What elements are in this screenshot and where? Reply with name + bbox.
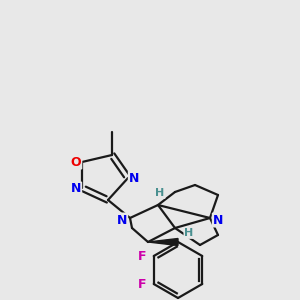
Text: H: H [155,188,165,198]
Text: N: N [129,172,139,184]
Text: O: O [71,155,81,169]
Text: F: F [137,278,146,290]
Text: N: N [71,182,81,196]
Polygon shape [148,238,178,245]
Text: F: F [137,250,146,262]
Text: N: N [213,214,223,226]
Text: H: H [184,228,194,238]
Text: N: N [117,214,127,226]
